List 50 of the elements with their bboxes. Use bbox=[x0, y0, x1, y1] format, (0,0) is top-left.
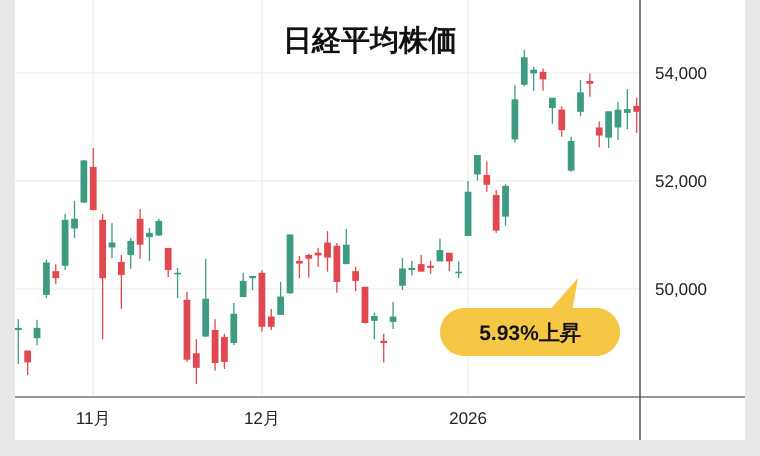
candlestick bbox=[164, 247, 172, 278]
y-tick-label: 52,000 bbox=[655, 172, 707, 191]
candlestick bbox=[474, 154, 481, 182]
candlestick bbox=[436, 238, 444, 262]
candlestick bbox=[455, 260, 462, 279]
candlestick bbox=[549, 97, 556, 124]
candlestick bbox=[558, 106, 566, 138]
candlestick bbox=[596, 120, 603, 148]
annotation: 5.93%上昇 bbox=[479, 322, 581, 345]
candlestick bbox=[418, 254, 425, 272]
candlestick bbox=[174, 267, 181, 299]
candlestick bbox=[34, 319, 40, 346]
candlestick bbox=[577, 79, 584, 117]
candlestick bbox=[249, 275, 256, 291]
candlestick bbox=[624, 88, 631, 130]
candlestick bbox=[633, 97, 640, 134]
candlestick bbox=[296, 255, 303, 279]
candlestick bbox=[71, 200, 78, 239]
text: 日経平均株価 bbox=[283, 25, 457, 57]
candlestick bbox=[399, 258, 406, 291]
x-tick-label: 11月 bbox=[76, 409, 111, 428]
candlestick bbox=[342, 228, 350, 265]
x-tick-label: 12月 bbox=[244, 409, 280, 428]
candlestick bbox=[614, 101, 622, 141]
candlestick bbox=[352, 266, 359, 292]
candlestick bbox=[127, 238, 134, 270]
candlestick bbox=[408, 260, 416, 276]
candlestick bbox=[540, 68, 546, 92]
candlestick bbox=[390, 301, 396, 330]
candlestick bbox=[108, 222, 116, 259]
candlestick bbox=[277, 281, 284, 316]
candlestick bbox=[268, 308, 275, 331]
y-tick-label: 54,000 bbox=[655, 64, 707, 83]
candlestick bbox=[155, 218, 162, 237]
x-tick-label: 2026 bbox=[449, 409, 487, 428]
candlestick bbox=[530, 66, 538, 92]
candlestick bbox=[240, 272, 247, 298]
candlestick bbox=[118, 254, 125, 310]
candlestick bbox=[483, 160, 490, 192]
candlestick bbox=[446, 252, 453, 272]
candlestick bbox=[146, 227, 153, 262]
candlestick bbox=[24, 350, 32, 376]
candlestick bbox=[192, 338, 200, 385]
candlestick bbox=[14, 318, 22, 365]
candlestick bbox=[427, 260, 434, 274]
candlestick bbox=[52, 263, 60, 285]
candlestick bbox=[380, 333, 388, 364]
y-tick-label: 50,000 bbox=[655, 280, 707, 299]
candlestick bbox=[370, 312, 378, 340]
candlestick bbox=[324, 230, 331, 272]
